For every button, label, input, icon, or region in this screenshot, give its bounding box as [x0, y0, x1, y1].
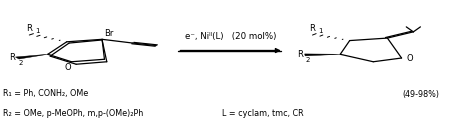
Text: Br: Br [105, 29, 114, 38]
Text: 1: 1 [318, 28, 323, 34]
Text: R₂ = OMe, p-MeOPh, m,p-(OMe)₂Ph: R₂ = OMe, p-MeOPh, m,p-(OMe)₂Ph [3, 109, 143, 118]
Text: R: R [297, 50, 303, 59]
Text: O: O [64, 63, 71, 72]
Polygon shape [16, 54, 48, 59]
Text: 1: 1 [35, 28, 40, 34]
Text: R: R [26, 24, 32, 33]
Text: e⁻, Niᴵᴵ(L)   (20 mol%): e⁻, Niᴵᴵ(L) (20 mol%) [185, 32, 276, 41]
Polygon shape [305, 54, 340, 56]
Text: 2: 2 [18, 60, 23, 66]
Text: L = cyclam, tmc, CR: L = cyclam, tmc, CR [222, 109, 304, 118]
Text: R₁ = Ph, CONH₂, OMe: R₁ = Ph, CONH₂, OMe [3, 89, 88, 98]
Text: (49-98%): (49-98%) [402, 90, 439, 99]
Text: O: O [406, 54, 413, 63]
Text: R: R [309, 24, 315, 33]
Text: R: R [9, 53, 15, 62]
Text: 2: 2 [306, 57, 310, 63]
